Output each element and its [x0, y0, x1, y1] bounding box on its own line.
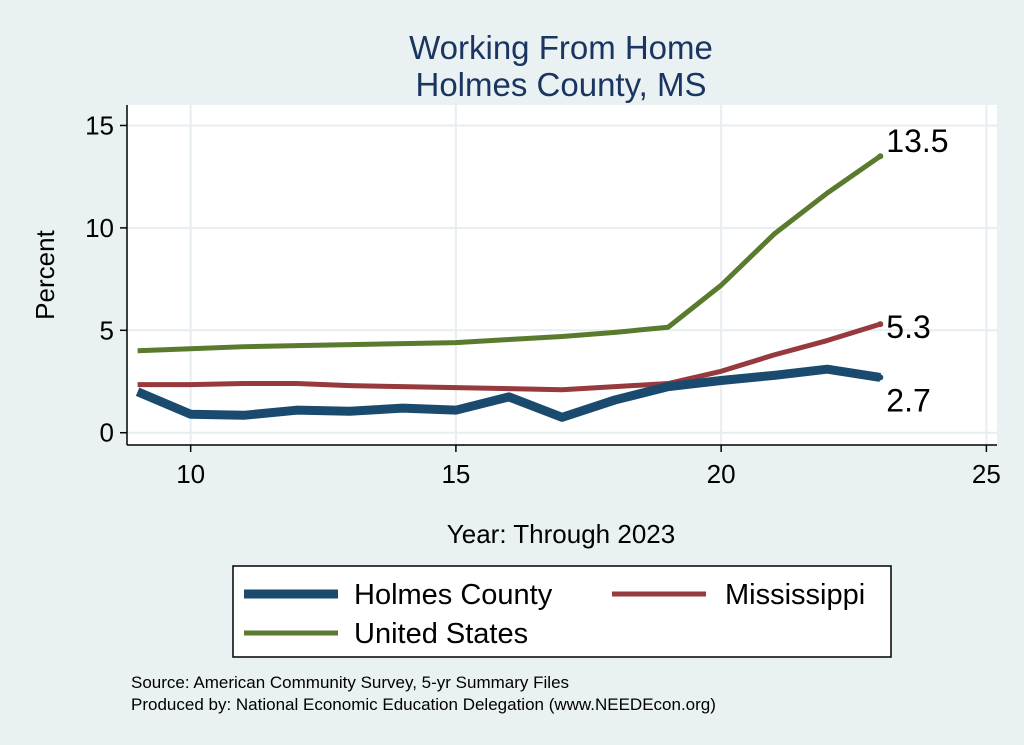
chart-title-line-2: Holmes County, MS: [416, 66, 707, 103]
grid-layer: [127, 105, 997, 445]
y-tick-label: 15: [85, 110, 114, 140]
y-axis-label: Percent: [30, 229, 60, 319]
x-axis-label: Year: Through 2023: [447, 519, 675, 549]
legend-label-mississippi: Mississippi: [725, 579, 865, 611]
plot-area: [127, 105, 997, 445]
chart-title-line-1: Working From Home: [409, 29, 713, 66]
axis-layer: 0 5 10 15 10 15 20 25: [85, 105, 1001, 489]
source-note: Source: American Community Survey, 5-yr …: [131, 673, 569, 692]
y-tick-label: 10: [85, 213, 114, 243]
label-layer: 2.7 5.3 13.5: [886, 123, 948, 418]
x-tick-label: 25: [972, 459, 1001, 489]
y-tick-label: 5: [100, 315, 114, 345]
end-label-mississippi: 5.3: [886, 309, 930, 345]
series-line-holmes-county: [135, 364, 881, 422]
series-layer: [135, 153, 884, 422]
end-label-holmes-county: 2.7: [886, 382, 930, 418]
legend-label-holmes-county: Holmes County: [354, 579, 553, 611]
series-line-united-states: [137, 154, 882, 354]
series-line-mississippi: [137, 321, 882, 393]
legend-label-united-states: United States: [354, 618, 528, 650]
y-tick-label: 0: [100, 418, 114, 448]
x-tick-label: 20: [707, 459, 736, 489]
x-tick-label: 10: [176, 459, 205, 489]
end-point-united-states: [877, 153, 884, 160]
end-point-holmes-county: [877, 374, 884, 381]
legend: Holmes County Mississippi United States: [232, 565, 892, 658]
end-label-united-states: 13.5: [886, 123, 948, 159]
legend-box: [232, 565, 892, 658]
end-point-mississippi: [877, 321, 884, 328]
producer-note: Produced by: National Economic Education…: [131, 695, 716, 714]
x-tick-label: 15: [441, 459, 470, 489]
